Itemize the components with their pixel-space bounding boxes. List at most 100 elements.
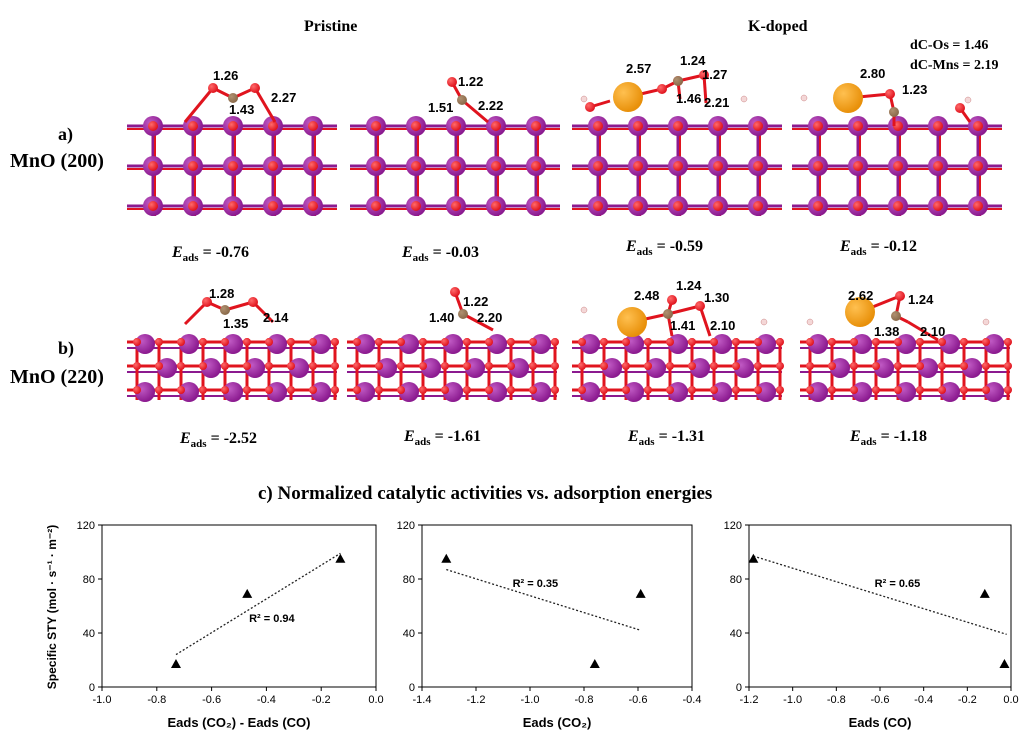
chart-sty-vs-eads-co2: 0 40 80 120 -1.4 -1.2 -1.0 -0.8 -0.6 -0.4 R² = 0.3… [397, 520, 702, 730]
o-atom [331, 362, 339, 370]
o-atom [688, 362, 696, 370]
o-atom [133, 338, 141, 346]
bond-length-label: 1.46 [676, 91, 701, 106]
bond-length-label: 2.20 [477, 310, 502, 325]
o-atom [633, 201, 643, 211]
o-atom [531, 121, 541, 131]
mn-atom [896, 334, 916, 354]
x-tick-label: -0.6 [629, 694, 648, 706]
data-point [242, 588, 253, 598]
o-atom [309, 338, 317, 346]
adsorbate-o-atom [585, 102, 595, 112]
mn-atom [940, 334, 960, 354]
o-atom [982, 362, 990, 370]
row-a-letter: a) [58, 124, 73, 144]
o-atom [507, 362, 515, 370]
o-atom [850, 386, 858, 394]
data-point [441, 553, 452, 563]
o-atom [622, 386, 630, 394]
o-atom [268, 121, 278, 131]
o-atom [673, 121, 683, 131]
adsorbate-o-atom [450, 287, 460, 297]
data-point [635, 588, 646, 598]
o-atom [673, 201, 683, 211]
row-a-name: MnO (200) [10, 150, 104, 172]
h-atom [800, 94, 808, 102]
o-atom [451, 161, 461, 171]
o-atom [673, 161, 683, 171]
y-tick-label: 80 [403, 574, 415, 586]
o-atom [933, 161, 943, 171]
o-atom [1004, 386, 1012, 394]
o-atom [600, 362, 608, 370]
x-tick-label: -1.4 [413, 694, 432, 706]
o-atom [353, 338, 361, 346]
bond-length-label: 2.48 [634, 288, 659, 303]
note-dcos: dC-Os = 1.46 [910, 38, 989, 53]
x-tick-label: -0.4 [683, 694, 702, 706]
o-atom [529, 338, 537, 346]
y-tick-label: 120 [77, 520, 95, 532]
mn-atom [487, 382, 507, 402]
mn-atom [756, 334, 776, 354]
y-tick-label: 80 [83, 574, 95, 586]
o-atom [308, 161, 318, 171]
adsorbate-c-atom [220, 305, 230, 315]
data-point [979, 588, 990, 598]
o-atom [916, 362, 924, 370]
y-tick-label: 0 [89, 682, 95, 694]
mn-atom [808, 382, 828, 402]
o-atom [813, 121, 823, 131]
bond [667, 304, 701, 316]
adsorbate-c-atom [228, 93, 238, 103]
o-atom [419, 338, 427, 346]
bond-length-label: 1.24 [680, 53, 706, 68]
trendline [753, 555, 1007, 635]
o-atom [411, 121, 421, 131]
o-atom [713, 201, 723, 211]
o-atom [188, 121, 198, 131]
o-atom [894, 386, 902, 394]
h-atom [580, 306, 588, 314]
plot-frame [101, 524, 377, 688]
o-atom [485, 338, 493, 346]
x-axis-label: Eads (CO₂) [523, 715, 592, 730]
o-atom [828, 338, 836, 346]
bond [462, 312, 494, 332]
o-atom [710, 338, 718, 346]
o-atom [309, 386, 317, 394]
o-atom [732, 386, 740, 394]
x-tick-label: -0.8 [827, 694, 846, 706]
mn-atom [756, 382, 776, 402]
o-atom [593, 121, 603, 131]
bond-length-label: 1.23 [902, 82, 927, 97]
o-atom [507, 338, 515, 346]
data-point [589, 659, 600, 669]
o-atom [331, 338, 339, 346]
x-tick-label: 0.0 [368, 694, 383, 706]
o-atom [177, 338, 185, 346]
o-atom [938, 362, 946, 370]
o-atom [188, 201, 198, 211]
chart-sty-vs-eads-diff: 0 40 80 120 -1.0 -0.8 -0.6 -0.4 -0.2 0.0 R² = 0.94… [45, 520, 384, 730]
adsorbate-c-atom [891, 311, 901, 321]
adsorbate-o-atom [695, 301, 705, 311]
o-atom [813, 201, 823, 211]
data-point [748, 553, 759, 563]
o-atom [485, 386, 493, 394]
mn-atom [580, 334, 600, 354]
mn-atom [940, 382, 960, 402]
o-atom [578, 386, 586, 394]
r-squared-label: R² = 0.94 [249, 613, 295, 625]
o-atom [397, 338, 405, 346]
y-tick-label: 120 [397, 520, 415, 532]
o-atom [622, 338, 630, 346]
bond-length-label: 1.26 [213, 68, 238, 83]
o-atom [806, 362, 814, 370]
x-axis-label: Eads (CO) [849, 715, 912, 730]
o-atom [308, 201, 318, 211]
o-atom [622, 362, 630, 370]
k-atom [845, 297, 875, 327]
o-atom [666, 338, 674, 346]
o-atom [960, 362, 968, 370]
